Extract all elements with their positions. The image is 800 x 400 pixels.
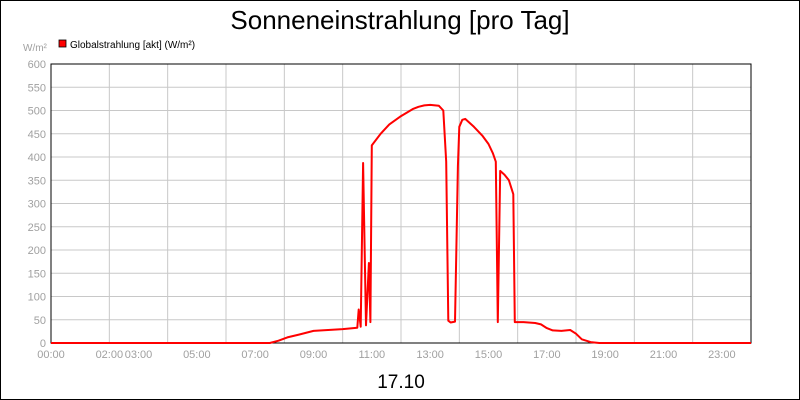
- x-tick-label: 23:00: [708, 349, 736, 361]
- x-tick-label: 02:00: [96, 349, 124, 361]
- y-tick-label: 50: [34, 315, 46, 327]
- x-tick-label: 15:00: [475, 349, 503, 361]
- y-tick-label: 300: [28, 199, 46, 211]
- y-tick-label: 450: [28, 129, 46, 141]
- legend-swatch: [58, 39, 67, 48]
- series-layer: [51, 103, 751, 344]
- y-tick-label: 600: [28, 59, 46, 71]
- y-tick-label: 250: [28, 222, 46, 234]
- x-tick-label: 11:00: [358, 349, 385, 361]
- legend-label: Globalstrahlung [akt] (W/m²): [70, 40, 195, 51]
- x-tick-label: 09:00: [300, 349, 328, 361]
- x-tick-label: 00:00: [37, 349, 65, 361]
- y-axis-ticks: 0 50 100 150 200 250 300 350 400 450 500 550 600: [28, 59, 46, 350]
- y-tick-label: 0: [40, 338, 46, 350]
- x-tick-label: 05:00: [183, 349, 211, 361]
- series-line-globalstrahlung: [51, 103, 751, 344]
- y-tick-label: 150: [28, 268, 46, 280]
- y-tick-label: 100: [28, 292, 46, 304]
- x-tick-label: 21:00: [650, 349, 678, 361]
- y-tick-label: 550: [28, 82, 46, 94]
- x-tick-label: 03:00: [125, 349, 153, 361]
- y-tick-label: 500: [28, 106, 46, 118]
- grid: [50, 63, 752, 344]
- x-tick-label: 13:00: [416, 349, 444, 361]
- y-tick-label: 200: [28, 245, 46, 257]
- x-axis-ticks: 00:00 02:00 03:00 05:00 07:00 09:00 11:00 13:00…: [37, 349, 735, 361]
- x-axis-date-label: 17.10: [377, 372, 425, 393]
- y-tick-label: 400: [28, 152, 46, 164]
- y-tick-label: 350: [28, 175, 46, 187]
- chart-title: Sonneneinstrahlung [pro Tag]: [230, 5, 569, 35]
- x-tick-label: 19:00: [591, 349, 619, 361]
- y-axis-unit: W/m²: [23, 43, 48, 54]
- x-tick-label: 17:00: [533, 349, 561, 361]
- plot-area-border: [50, 63, 752, 344]
- x-tick-label: 07:00: [241, 349, 269, 361]
